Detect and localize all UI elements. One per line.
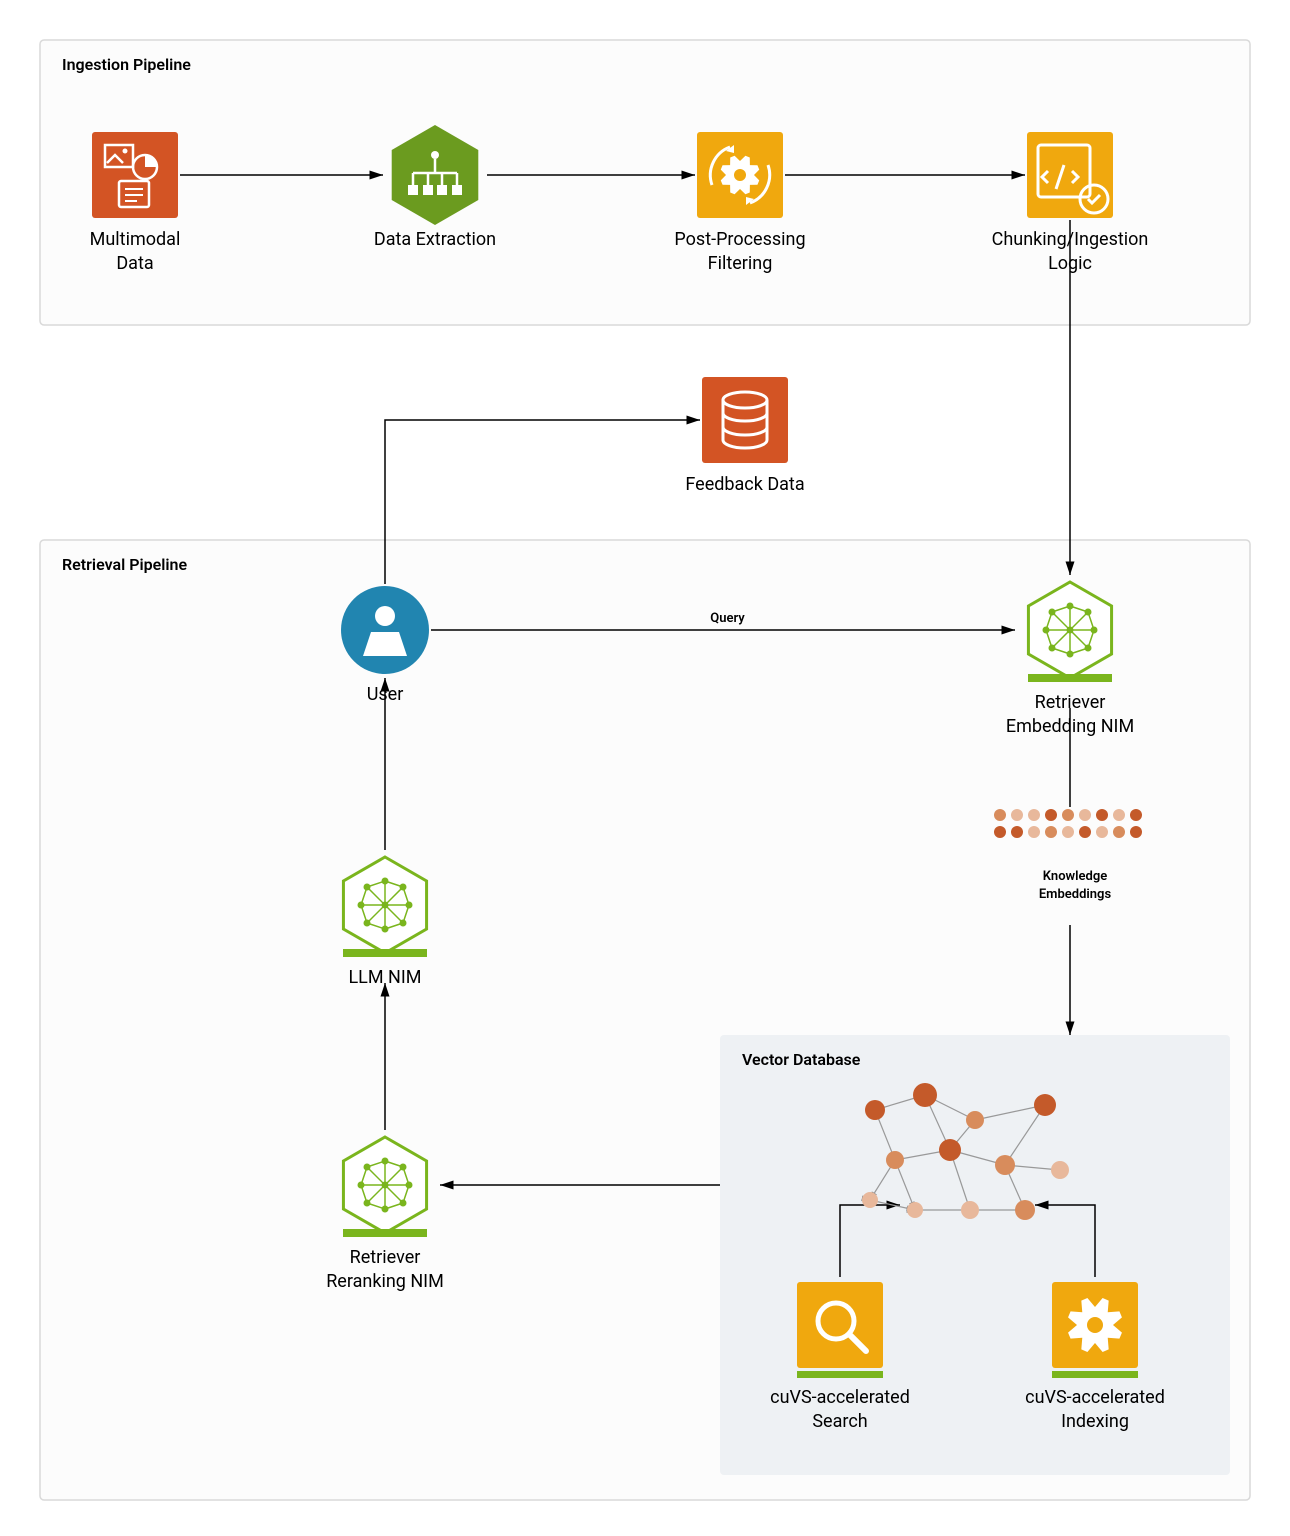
graph-node xyxy=(913,1083,937,1107)
embedding-dot xyxy=(1028,809,1040,821)
embedding-dot xyxy=(1011,809,1023,821)
graph-node xyxy=(1051,1161,1069,1179)
graph-node xyxy=(886,1151,904,1169)
embedding-dot xyxy=(1113,809,1125,821)
node-label: cuVS-accelerated xyxy=(770,1387,910,1408)
node-label: Data Extraction xyxy=(374,229,496,250)
embedding-dot xyxy=(1096,826,1108,838)
node-label: Multimodal xyxy=(90,229,181,250)
graph-node xyxy=(865,1100,885,1120)
embedding-dot xyxy=(1096,809,1108,821)
svg-text:Embeddings: Embeddings xyxy=(1039,887,1112,902)
graph-node xyxy=(1015,1200,1035,1220)
svg-text:Reranking NIM: Reranking NIM xyxy=(326,1271,444,1292)
node-label: Post-Processing xyxy=(674,229,805,250)
embedding-dot xyxy=(1028,826,1040,838)
embedding-dot xyxy=(1079,809,1091,821)
node-label: Retriever xyxy=(1035,692,1106,713)
node-label: LLM NIM xyxy=(348,967,421,988)
embedding-dot xyxy=(994,826,1006,838)
node-label: Chunking/Ingestion xyxy=(992,229,1149,250)
embedding-dot xyxy=(1130,809,1142,821)
svg-text:Vector Database: Vector Database xyxy=(742,1050,861,1069)
embedding-dot xyxy=(1113,826,1125,838)
svg-text:Embedding NIM: Embedding NIM xyxy=(1006,716,1134,737)
svg-text:Query: Query xyxy=(710,611,745,626)
embedding-dot xyxy=(1045,826,1057,838)
svg-text:Indexing: Indexing xyxy=(1061,1411,1129,1432)
embedding-dot xyxy=(994,809,1006,821)
diagram-canvas: Ingestion Pipeline Retrieval Pipeline Vect… xyxy=(0,0,1290,1536)
graph-node xyxy=(907,1202,923,1218)
node-label: cuVS-accelerated xyxy=(1025,1387,1165,1408)
svg-text:Logic: Logic xyxy=(1048,253,1092,274)
graph-node xyxy=(966,1111,984,1129)
graph-node xyxy=(939,1139,961,1161)
graph-node xyxy=(995,1155,1015,1175)
graph-node xyxy=(1034,1094,1056,1116)
svg-text:Knowledge: Knowledge xyxy=(1043,869,1107,884)
embedding-dot xyxy=(1062,809,1074,821)
panel-title: Ingestion Pipeline xyxy=(62,55,191,74)
node-label: User xyxy=(367,684,404,705)
graph-node xyxy=(961,1201,979,1219)
embedding-dot xyxy=(1079,826,1091,838)
graph-node xyxy=(862,1192,878,1208)
panel-title: Retrieval Pipeline xyxy=(62,555,187,574)
node-feedback: Feedback Data xyxy=(685,377,804,495)
embedding-dot xyxy=(1045,809,1057,821)
node-llm: LLM NIM xyxy=(343,857,427,988)
embedding-dot xyxy=(1062,826,1074,838)
node-label: Retriever xyxy=(350,1247,421,1268)
svg-text:Filtering: Filtering xyxy=(708,253,773,274)
embedding-dot xyxy=(1011,826,1023,838)
svg-text:Search: Search xyxy=(812,1411,867,1432)
svg-text:Data: Data xyxy=(116,253,153,274)
embedding-dot xyxy=(1130,826,1142,838)
node-label: Feedback Data xyxy=(685,474,804,495)
